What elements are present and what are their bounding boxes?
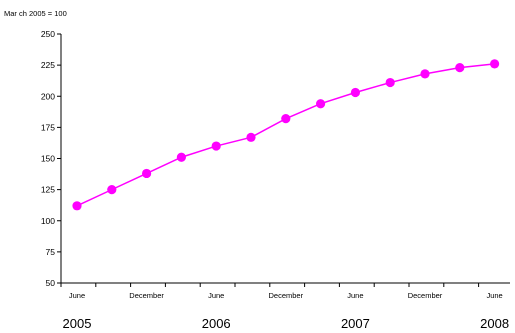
year-label: 2008 <box>480 316 509 331</box>
y-tick-label: 150 <box>41 154 55 164</box>
data-point <box>281 114 291 124</box>
data-point <box>350 87 360 98</box>
y-tick-label: 50 <box>46 278 56 288</box>
data-point <box>107 185 117 195</box>
x-tick-label: June <box>69 291 85 300</box>
y-tick-label: 225 <box>41 60 55 70</box>
x-tick-label: June <box>208 291 224 300</box>
y-tick-label: 200 <box>41 91 55 101</box>
data-point <box>490 59 500 69</box>
data-point <box>211 141 221 151</box>
y-tick-label: 100 <box>41 216 55 226</box>
year-label: 2005 <box>63 316 92 331</box>
data-point <box>246 132 256 142</box>
data-point <box>142 168 152 179</box>
y-tick-label: 250 <box>41 29 55 39</box>
x-tick-label: December <box>129 291 164 300</box>
y-tick-label: 175 <box>41 122 55 132</box>
year-label: 2007 <box>341 316 370 331</box>
unit-label: Mar ch 2005 = 100 <box>4 9 67 18</box>
year-label: 2006 <box>202 316 231 331</box>
series-layer <box>72 59 500 211</box>
x-tick-label: June <box>486 291 502 300</box>
data-point <box>455 63 465 73</box>
data-point <box>72 201 82 211</box>
y-tick-label: 75 <box>46 247 56 257</box>
data-point <box>385 77 395 88</box>
y-axis-ticks: 50 75 100 125 150 175 200 225 250 <box>41 29 61 288</box>
x-axis-ticks: June December June December June December June… <box>60 283 509 331</box>
x-tick-label: December <box>408 291 443 300</box>
y-tick-label: 125 <box>41 185 55 195</box>
data-point <box>420 69 430 79</box>
data-point <box>176 152 186 162</box>
x-tick-label: December <box>268 291 303 300</box>
data-point <box>316 99 326 109</box>
x-tick-label: June <box>347 291 363 300</box>
series-line <box>76 63 495 207</box>
